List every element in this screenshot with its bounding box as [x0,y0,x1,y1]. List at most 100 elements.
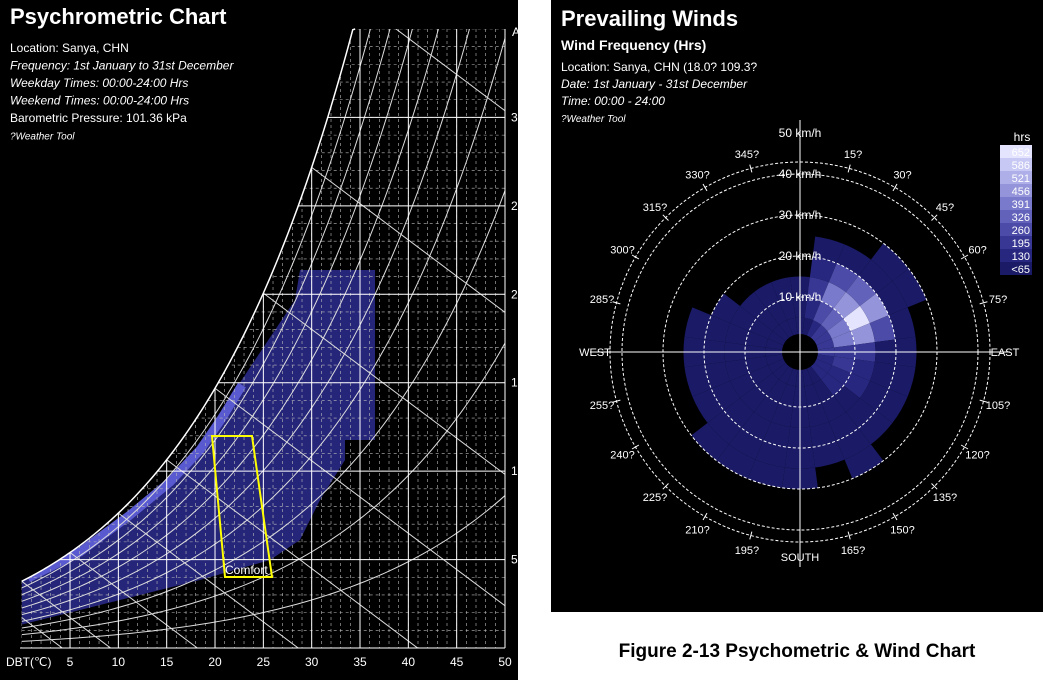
direction-tick [892,183,898,192]
legend-swatch [1000,262,1032,275]
wind-sector [756,308,779,331]
wind-sector [716,444,756,479]
psychro-info: Weekday Times: 00:00-24:00 Hrs [10,76,188,90]
wind-sector [850,323,875,345]
wind-sector [812,440,845,468]
legend-label: 391 [1012,199,1030,211]
direction-tick [749,164,753,173]
y-tick-label: 25 [511,199,525,213]
legend-swatch [1000,184,1032,197]
wind-info: Date: 1st January - 31st December [561,77,748,91]
wind-sector [765,353,788,366]
wind-sector [888,307,916,340]
psychro-info: ?Weather Tool [10,132,75,143]
wind-sector [809,256,837,283]
wind-sector [745,330,769,348]
direction-label: SOUTH [781,552,820,564]
wind-sector [845,397,877,429]
wind-sector [691,422,730,461]
wind-sector [704,315,731,343]
wind-sector [749,365,773,386]
x-tick-label: 15 [160,655,174,669]
legend-label: 521 [1012,173,1030,185]
direction-tick [847,164,851,173]
direction-label: 15? [844,149,862,161]
wind-sector [845,275,877,307]
wind-sector [821,395,846,422]
wind-sector [870,243,909,282]
wind-sector [812,338,835,351]
wet-bulb-line [166,459,418,648]
wind-sector [808,324,828,344]
direction-tick [892,512,898,521]
y-tick-label: 10 [511,464,525,478]
direction-tick [631,444,640,450]
wind-sector [821,373,844,396]
direction-tick [702,512,708,521]
wind-sector [772,324,792,344]
wind-sector [740,292,767,319]
wind-sector [786,364,799,387]
direction-tick [960,444,969,450]
psychro-title: Psychrometric Chart [10,4,227,29]
wind-sector [807,277,829,302]
wind-sector [876,281,908,316]
wind-sector [813,379,834,403]
wind-sector [850,359,875,381]
wind-sector [833,292,860,319]
wind-sector [778,383,796,407]
wet-bulb-line [214,387,505,648]
direction-label: 345? [735,149,759,161]
wind-sector [828,263,859,293]
direction-label: WEST [579,347,611,359]
y-tick-label: 5 [511,553,518,567]
wind-subtitle: Wind Frequency (Hrs) [561,37,706,53]
wind-sector [771,277,793,302]
legend-swatch [1000,171,1032,184]
wet-bulb-line [69,552,198,648]
wind-sector [844,444,884,479]
direction-tick [702,183,708,192]
wind-sector [833,385,860,412]
direction-tick [979,301,988,305]
figure-caption: Figure 2-13 Psychometric & Wind Chart [619,641,976,662]
wind-sector [801,364,814,387]
wind-sector [755,440,788,468]
y-tick-label: 15 [511,376,525,390]
wind-sector [858,259,893,294]
wet-bulb-line [21,580,111,648]
wind-sector [730,373,757,398]
wind-sector [740,385,767,412]
wind-sector [809,421,837,448]
direction-label: 30? [893,169,911,181]
x-tick-label: 50 [498,655,512,669]
wind-sector [711,380,741,411]
legend-label: 130 [1012,251,1030,263]
wind-sector [831,330,855,348]
wet-bulb-line [359,29,505,648]
wind-sector [831,356,855,374]
wind-sector [749,318,773,339]
direction-label: 285? [590,294,614,306]
legend-label: <65 [1011,264,1030,276]
wind-rose: 10 km/h20 km/h30 km/h40 km/h50 km/h15?30… [561,6,1032,567]
wind-sector [754,395,779,422]
legend-swatch [1000,223,1032,236]
wind-sector [869,315,896,343]
wind-sector [813,301,834,325]
wind-sector [843,373,870,398]
wind-sector [778,297,796,321]
comfort-label: Comfort [225,563,268,577]
wind-sector [821,308,844,331]
direction-tick [931,483,938,490]
wind-info: ?Weather Tool [561,114,626,125]
direction-tick [631,254,640,260]
wind-sector [711,293,741,324]
wind-info: Location: Sanya, CHN (18.0? 109.3? [561,60,757,74]
wind-sector [723,397,755,429]
x-tick-label: 20 [208,655,222,669]
direction-tick [662,483,669,490]
direction-label: 135? [933,492,957,504]
